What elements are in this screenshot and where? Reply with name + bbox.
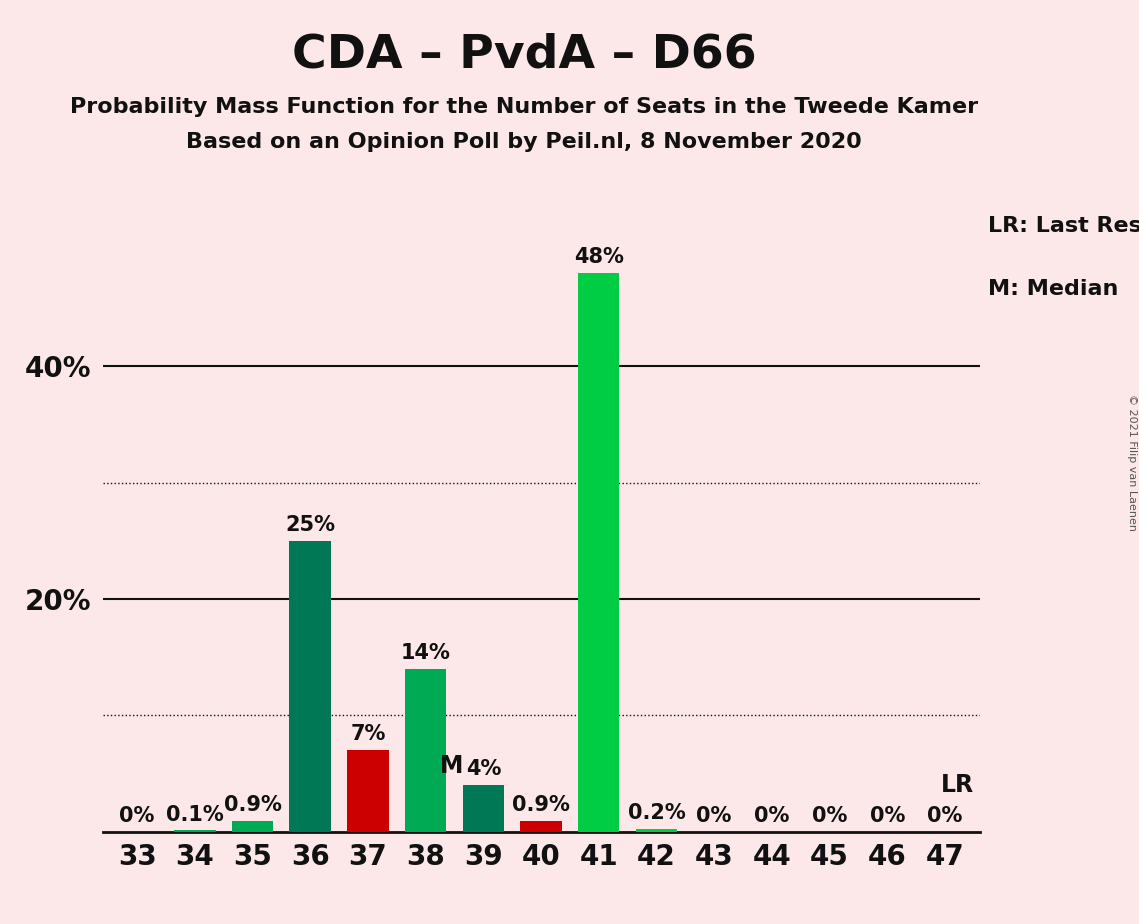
Bar: [404, 669, 446, 832]
Text: CDA – PvdA – D66: CDA – PvdA – D66: [292, 32, 756, 78]
Text: 0.1%: 0.1%: [166, 805, 223, 824]
Text: 0.9%: 0.9%: [513, 796, 570, 815]
Bar: [462, 785, 505, 832]
Text: 0%: 0%: [812, 806, 847, 826]
Text: 7%: 7%: [350, 724, 386, 745]
Text: 0.9%: 0.9%: [223, 796, 281, 815]
Text: 0%: 0%: [869, 806, 904, 826]
Text: LR: LR: [941, 773, 974, 797]
Text: 0%: 0%: [696, 806, 732, 826]
Bar: [636, 829, 678, 832]
Bar: [577, 274, 620, 832]
Bar: [231, 821, 273, 832]
Text: 25%: 25%: [285, 515, 335, 535]
Text: M: Median: M: Median: [989, 279, 1118, 298]
Text: 0%: 0%: [120, 806, 155, 826]
Text: 0%: 0%: [927, 806, 962, 826]
Text: © 2021 Filip van Laenen: © 2021 Filip van Laenen: [1128, 394, 1137, 530]
Text: Based on an Opinion Poll by Peil.nl, 8 November 2020: Based on an Opinion Poll by Peil.nl, 8 N…: [186, 132, 862, 152]
Text: M: M: [440, 754, 464, 778]
Bar: [289, 541, 331, 832]
Text: 48%: 48%: [574, 248, 624, 267]
Bar: [521, 821, 562, 832]
Text: 4%: 4%: [466, 760, 501, 779]
Bar: [174, 831, 215, 832]
Bar: [347, 750, 388, 832]
Text: 14%: 14%: [401, 643, 451, 663]
Text: 0%: 0%: [754, 806, 789, 826]
Text: LR: Last Result: LR: Last Result: [989, 216, 1139, 236]
Text: 0.2%: 0.2%: [628, 804, 686, 823]
Text: Probability Mass Function for the Number of Seats in the Tweede Kamer: Probability Mass Function for the Number…: [69, 97, 978, 117]
